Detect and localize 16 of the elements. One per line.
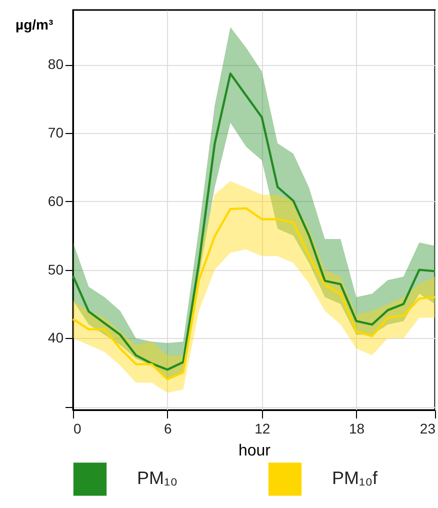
line-series bbox=[72, 207, 436, 380]
x-axis-title: hour bbox=[238, 442, 272, 460]
legend-label: PM₁₀f bbox=[332, 468, 379, 488]
y-axis-title: µg/m³ bbox=[16, 16, 54, 32]
y-tick-label: 50 bbox=[48, 261, 64, 278]
y-tick-label: 70 bbox=[48, 124, 64, 141]
legend-label: PM₁₀ bbox=[137, 468, 178, 488]
x-tick-label: 6 bbox=[164, 420, 172, 436]
x-tick-label: 18 bbox=[349, 420, 365, 436]
line-series bbox=[72, 72, 436, 371]
x-tick-label: 23 bbox=[420, 420, 436, 436]
x-tick-label: 0 bbox=[74, 420, 82, 436]
y-tick-label: 60 bbox=[48, 192, 64, 209]
x-tick-label: 12 bbox=[254, 420, 270, 436]
y-tick-label: 80 bbox=[48, 56, 64, 72]
y-tick-label: 40 bbox=[48, 330, 64, 346]
